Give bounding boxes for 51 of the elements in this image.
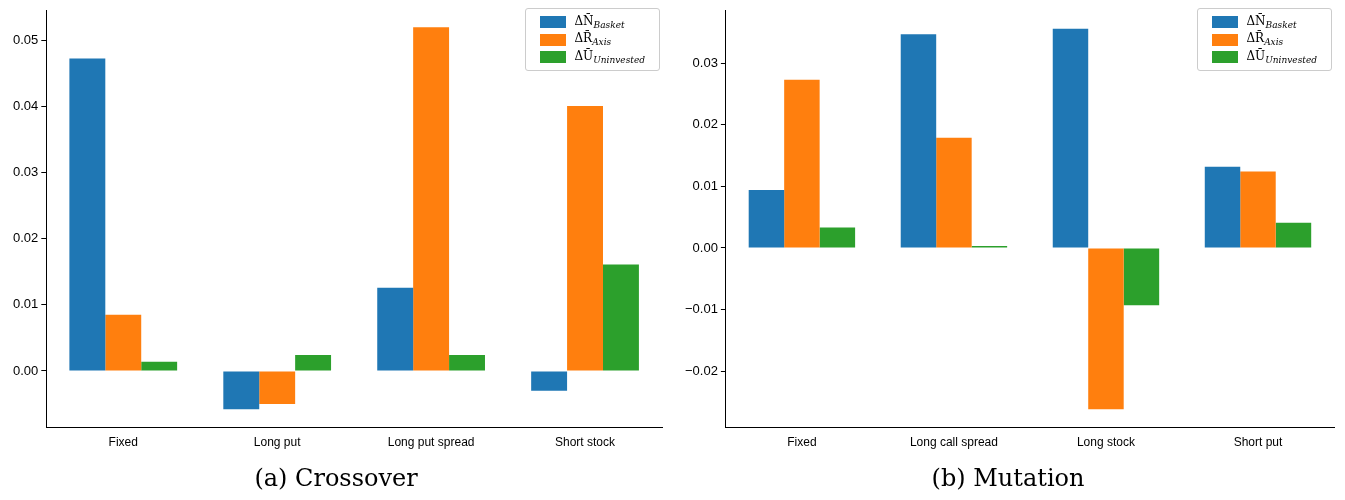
y-tick-label: 0.01 [692,177,718,193]
bar [1052,28,1089,248]
x-tick-label: Long put spread [387,435,475,450]
y-tick-label: 0.03 [12,164,39,180]
y-tick-label: 0.05 [12,32,39,48]
bar [748,190,785,248]
x-tick-label: Short stock [555,435,617,450]
legend-label: ΔN̄$_{Basket}$ [574,14,625,31]
x-tick-label: Short put [1233,435,1283,450]
y-tick-label: 0.03 [692,54,718,70]
text: (a) Crossover [254,463,419,492]
x-tick-label: Fixed [108,435,138,450]
y-tick-label: −0.01 [684,301,718,317]
bar [259,371,296,405]
legend-label: ΔŪ$_{Uninvested}$ [1246,48,1317,66]
bar [377,287,414,371]
y-tick-label: 0.02 [692,116,718,132]
x-tick-label: Long stock [1076,435,1136,450]
bar [141,361,178,371]
bar [567,105,603,371]
bar [531,371,568,391]
legend-label: ΔR̄$_{Axis}$ [1246,31,1284,48]
x-tick-label: Long put [253,435,302,450]
legend-label: ΔŪ$_{Uninvested}$ [574,48,645,66]
bar [1088,248,1124,410]
bar [105,314,142,371]
bar [295,355,332,371]
bar [603,264,639,371]
bar [1204,166,1241,248]
bar [936,137,972,248]
bar [69,58,106,371]
text: (b) Mutation [931,463,1085,492]
y-tick-label: 0.02 [12,230,39,246]
bar [1275,222,1312,248]
bar [1123,248,1160,306]
bar [900,34,937,248]
legend-label: ΔN̄$_{Basket}$ [1246,14,1297,31]
bar [784,79,820,248]
y-tick-label: 0.00 [12,362,39,378]
y-tick-label: 0.00 [692,239,718,255]
legend-label: ΔR̄$_{Axis}$ [574,31,612,48]
bar [819,227,856,248]
y-tick-label: 0.04 [12,98,39,114]
bar [223,371,260,410]
bar [413,27,450,371]
y-tick-label: −0.02 [684,362,718,378]
bar [449,355,485,371]
x-tick-label: Fixed [787,435,817,450]
x-tick-label: Long call spread [909,435,998,450]
y-tick-label: 0.01 [12,296,39,312]
bar [1240,171,1276,248]
